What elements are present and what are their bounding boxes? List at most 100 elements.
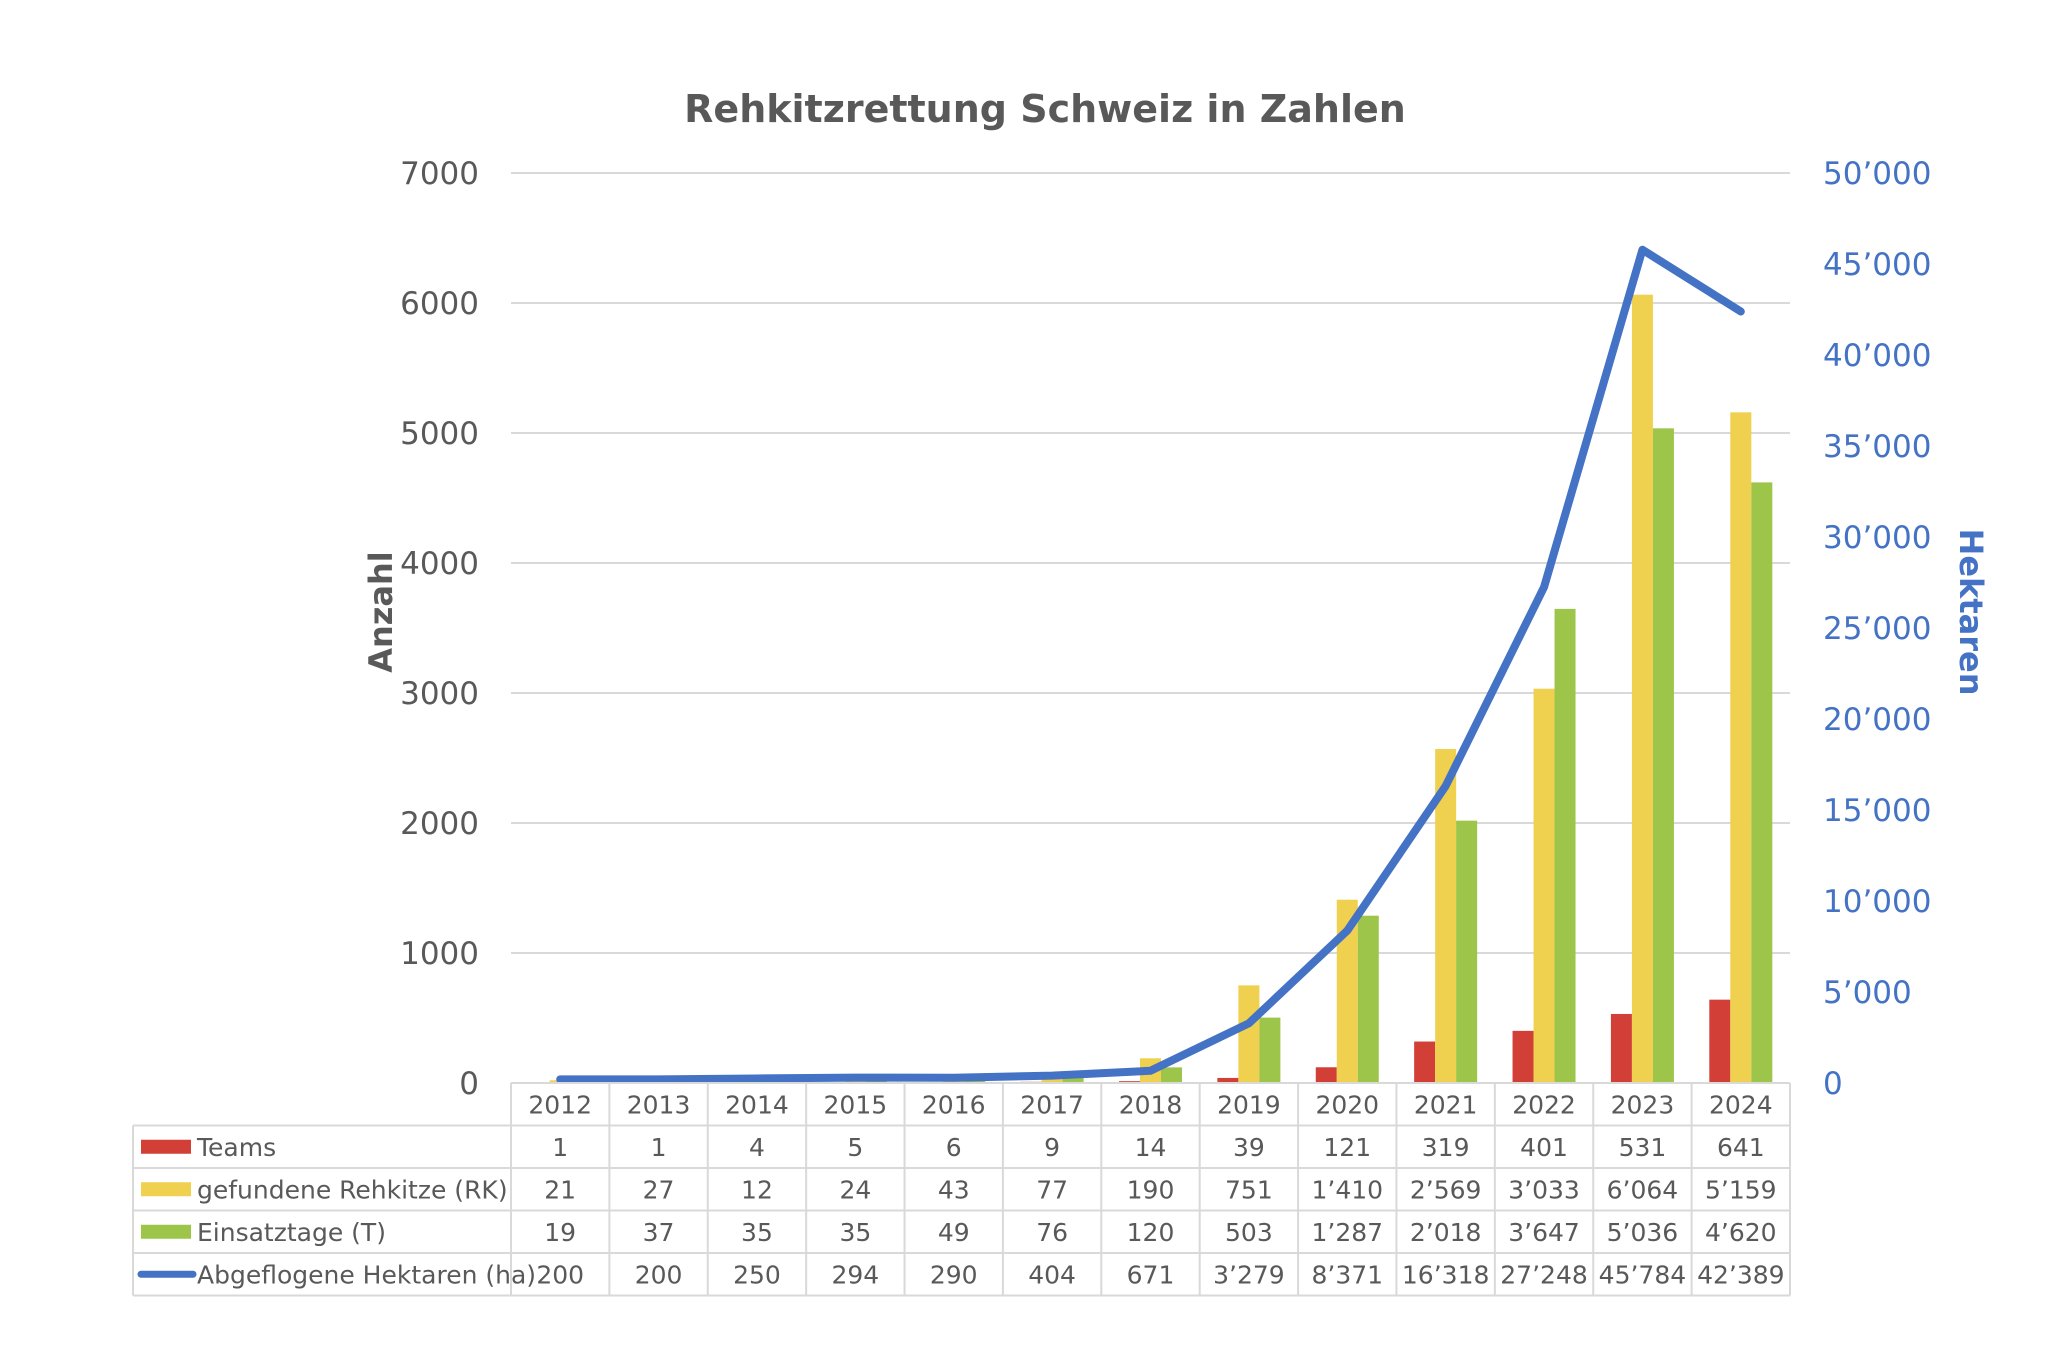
table-cell: 4 [749,1133,765,1162]
table-cell: 37 [643,1218,675,1247]
table-cell: 1’410 [1311,1175,1383,1204]
table-cell: 24 [839,1175,871,1204]
table-cell: 4’620 [1705,1218,1777,1247]
bar-gefundene-rehkitze-rk-2019 [1238,985,1260,1083]
table-cell: 9 [1044,1133,1060,1162]
y-tick-label-left: 0 [459,1066,479,1102]
table-cell: 8’371 [1311,1260,1383,1289]
table-cell: 190 [1127,1175,1175,1204]
y-tick-label-right: 30’000 [1823,520,1931,556]
y-tick-label-right: 15’000 [1823,793,1931,829]
bar-gefundene-rehkitze-rk-2021 [1435,749,1457,1083]
bar-series [528,294,1773,1084]
x-tick-label: 2022 [1512,1090,1576,1119]
table-cell: 1 [651,1133,667,1162]
bar-einsatztage-t-2019 [1259,1017,1281,1083]
table-cell: 5’036 [1607,1218,1679,1247]
table-cell: 6 [946,1133,962,1162]
bar-teams-2023 [1610,1013,1632,1083]
y-tick-label-left: 3000 [400,676,479,712]
table-cell: 1 [552,1133,568,1162]
bar-teams-2024 [1709,999,1731,1083]
bar-teams-2019 [1217,1077,1239,1083]
table-cell: 2’569 [1410,1175,1482,1204]
x-tick-label: 2016 [922,1090,986,1119]
bar-teams-2020 [1315,1067,1337,1083]
table-cell: 39 [1233,1133,1265,1162]
y-tick-label-left: 6000 [400,286,479,322]
legend-key-bar [141,1182,191,1197]
table-cell: 1’287 [1311,1218,1383,1247]
bar-einsatztage-t-2018 [1161,1067,1182,1083]
y-tick-label-right: 50’000 [1823,156,1931,192]
x-tick-label: 2024 [1709,1090,1773,1119]
y-tick-label-right: 40’000 [1823,338,1931,374]
x-tick-label: 2013 [627,1090,691,1119]
table-cell: 250 [733,1260,781,1289]
table-cell: 45’784 [1599,1260,1686,1289]
bar-einsatztage-t-2021 [1456,820,1478,1083]
bar-gefundene-rehkitze-rk-2023 [1631,294,1653,1083]
gridlines [511,172,1790,954]
x-tick-label: 2012 [528,1090,592,1119]
x-tick-label: 2018 [1119,1090,1183,1119]
bar-gefundene-rehkitze-rk-2022 [1533,688,1555,1083]
bar-gefundene-rehkitze-rk-2024 [1730,412,1752,1084]
table-cell: 671 [1127,1260,1175,1289]
table-cell: 42’389 [1697,1260,1784,1289]
table-cell: 49 [938,1218,970,1247]
y-axis-left-ticks: 0 1000 2000 3000 4000 5000 6000 7000 [400,156,479,1102]
y-axis-right-ticks: 0 5’000 10’000 15’000 20’000 25’000 30’000 35’0… [1823,156,1931,1102]
table-cell: 401 [1520,1133,1568,1162]
table-cell: 3’033 [1508,1175,1580,1204]
x-tick-label: 2020 [1315,1090,1379,1119]
bar-einsatztage-t-2020 [1357,915,1379,1083]
legend-key-bar [141,1224,191,1239]
y-axis-title-right: Hektaren [1952,529,1990,696]
table-cell: 3’279 [1213,1260,1285,1289]
table-cell: 531 [1619,1133,1667,1162]
bar-gefundene-rehkitze-rk-2020 [1336,899,1358,1083]
bar-teams-2021 [1414,1041,1436,1083]
y-axis-title-left: Anzahl [362,551,400,673]
y-tick-label-left: 2000 [400,806,479,842]
table-cell: 5 [847,1133,863,1162]
data-table: 2012 2013 2014 2015 2016 2017 2018 2019 2020 2021… [132,1082,1791,1297]
table-cell: 503 [1225,1218,1273,1247]
table-cell: 35 [741,1218,773,1247]
table-cell: 2’018 [1410,1218,1482,1247]
table-cell: 200 [635,1260,683,1289]
y-tick-label-right: 5’000 [1823,975,1912,1011]
y-tick-label-left: 1000 [400,936,479,972]
line-series [556,245,1745,1084]
x-tick-label: 2023 [1611,1090,1675,1119]
line-hektaren [556,245,1745,1084]
y-tick-label-left: 4000 [400,546,479,582]
y-tick-label-right: 10’000 [1823,884,1931,920]
x-tick-label: 2021 [1414,1090,1478,1119]
table-cell: 43 [938,1175,970,1204]
table-cell: 290 [930,1260,978,1289]
bar-einsatztage-t-2023 [1652,428,1674,1083]
y-tick-label-right: 0 [1823,1066,1843,1102]
table-cell: 76 [1036,1218,1068,1247]
table-cell: 404 [1028,1260,1076,1289]
legend-label: Teams [196,1133,276,1162]
table-cell: 35 [839,1218,871,1247]
bar-einsatztage-t-2022 [1554,608,1576,1083]
bar-einsatztage-t-2024 [1751,482,1773,1083]
y-tick-label-right: 45’000 [1823,247,1931,283]
table-cell: 12 [741,1175,773,1204]
table-cell: 200 [536,1260,584,1289]
legend-label: Einsatztage (T) [197,1218,386,1247]
table-cell: 5’159 [1705,1175,1777,1204]
legend-label: gefundene Rehkitze (RK) [197,1175,508,1204]
legend-label: Abgeflogene Hektaren (ha) [197,1260,536,1289]
table-cell: 294 [831,1260,879,1289]
table-cell: 14 [1135,1133,1167,1162]
x-tick-label: 2017 [1020,1090,1084,1119]
table-cell: 319 [1422,1133,1470,1162]
y-tick-label-right: 25’000 [1823,611,1931,647]
